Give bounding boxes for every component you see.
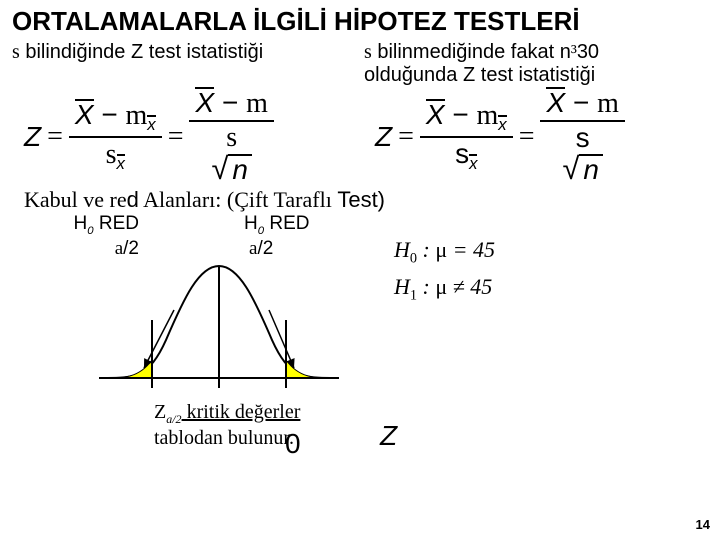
crit-text-1: kritik değerler bbox=[182, 401, 301, 423]
red-l: RED bbox=[94, 213, 139, 234]
alpha-l: a bbox=[115, 238, 123, 259]
subheader-right-text2: olduğunda Z test istatistiği bbox=[364, 64, 708, 87]
mu-sub-2: x bbox=[498, 115, 506, 134]
minus-2: − bbox=[222, 87, 246, 118]
sqrt-1: √n bbox=[211, 154, 251, 185]
z-symbol: Z bbox=[24, 121, 41, 153]
xbar-2: X bbox=[195, 89, 214, 117]
formula-row: Z = X − mx sx = X − m s √n bbox=[0, 89, 720, 185]
subheader-right-text1b: 30 bbox=[577, 41, 599, 63]
mu-1: m bbox=[126, 100, 148, 131]
hyp-eq-0: = 45 bbox=[447, 237, 495, 262]
frac-3: X − mx sx bbox=[420, 101, 513, 174]
formula-right: Z = X − mx sx = X − m s √n bbox=[357, 89, 708, 185]
sqrt-2: √n bbox=[562, 154, 602, 185]
subheader-right: s bilinmediğinde fakat n³30 olduğunda Z … bbox=[356, 41, 708, 87]
page-title: ORTALAMALARLA İLGİLİ HİPOTEZ TESTLERİ bbox=[0, 0, 720, 37]
diagram-left: H0 RED H0 RED a/2 a/2 bbox=[24, 213, 384, 450]
hyp-colon-0: : bbox=[417, 237, 435, 262]
mu-4: m bbox=[597, 88, 619, 119]
hyp-h0-sub: 0 bbox=[410, 250, 417, 266]
frac-4: X − m s √n bbox=[540, 89, 624, 185]
mu-3: m bbox=[477, 100, 499, 131]
s-den-2: s bbox=[576, 124, 590, 152]
hyp-h1-H: H bbox=[394, 274, 410, 299]
axis-z-label: Z bbox=[380, 420, 397, 452]
minus-4: − bbox=[573, 87, 597, 118]
equals-2: = bbox=[168, 121, 184, 153]
z-symbol-r: Z bbox=[375, 121, 392, 153]
equals-3: = bbox=[398, 121, 414, 153]
hyp-mu-0: μ bbox=[435, 237, 447, 262]
h0-l: H bbox=[74, 213, 88, 234]
equals-4: = bbox=[519, 121, 535, 153]
hypotheses-block: H0 : μ = 45 H1 : μ ≠ 45 bbox=[384, 213, 708, 450]
sigma-sub-1: x bbox=[117, 154, 125, 173]
bell-curve bbox=[94, 260, 344, 395]
xbar-4: X bbox=[546, 89, 565, 117]
frac-2: X − m s √n bbox=[189, 89, 273, 185]
page-number: 14 bbox=[696, 517, 710, 532]
subheader-left: s bilindiğinde Z test istatistiği bbox=[12, 41, 356, 87]
h0-r: H bbox=[244, 213, 258, 234]
alpha-labels: a/2 a/2 bbox=[24, 237, 384, 260]
h0-red-labels: H0 RED H0 RED bbox=[24, 213, 384, 237]
over2-r: /2 bbox=[257, 238, 273, 259]
hyp-mu-1: μ bbox=[435, 274, 447, 299]
minus-1: − bbox=[101, 99, 125, 130]
crit-text-2: tablodan bulunur. bbox=[154, 427, 294, 449]
frac-1: X − mx sx bbox=[69, 101, 162, 174]
crit-z: Z bbox=[154, 401, 166, 423]
minus-3: − bbox=[452, 99, 476, 130]
xbar-1: X bbox=[75, 101, 94, 129]
sigma-den-2: s bbox=[226, 124, 237, 152]
mu-sub-1: x bbox=[147, 115, 155, 134]
equals-1: = bbox=[47, 121, 63, 153]
xbar-3: X bbox=[426, 101, 445, 129]
hyp-h0-H: H bbox=[394, 237, 410, 262]
hyp-colon-1: : bbox=[417, 274, 435, 299]
subheader-left-text: bilindiğinde Z test istatistiği bbox=[20, 41, 263, 63]
hyp-ne-1: ≠ 45 bbox=[447, 274, 492, 299]
s-sub-1: x bbox=[469, 154, 477, 173]
over2-l: /2 bbox=[123, 238, 139, 259]
subheaders-row: s bilindiğinde Z test istatistiği s bili… bbox=[0, 37, 720, 87]
sigma-glyph: s bbox=[12, 41, 20, 63]
mu-2: m bbox=[246, 88, 268, 119]
diagram-area: H0 RED H0 RED a/2 a/2 bbox=[0, 213, 720, 450]
accept-rejection-line: Kabul ve red Alanları: (Çift Taraflı Tes… bbox=[0, 185, 720, 213]
sigma-den-1: s bbox=[106, 139, 117, 170]
formula-left: Z = X − mx sx = X − m s √n bbox=[24, 89, 357, 185]
critical-values-note: Za/2 kritik değerler tablodan bulunur. bbox=[24, 401, 384, 450]
sigma-glyph-r: s bbox=[364, 41, 372, 63]
subheader-right-text1a: bilinmediğinde fakat n bbox=[372, 41, 571, 63]
axis-zero-label: 0 bbox=[285, 428, 301, 460]
s-den-1: s bbox=[455, 138, 469, 169]
hyp-h1-sub: 1 bbox=[410, 287, 417, 303]
red-r: RED bbox=[264, 213, 309, 234]
